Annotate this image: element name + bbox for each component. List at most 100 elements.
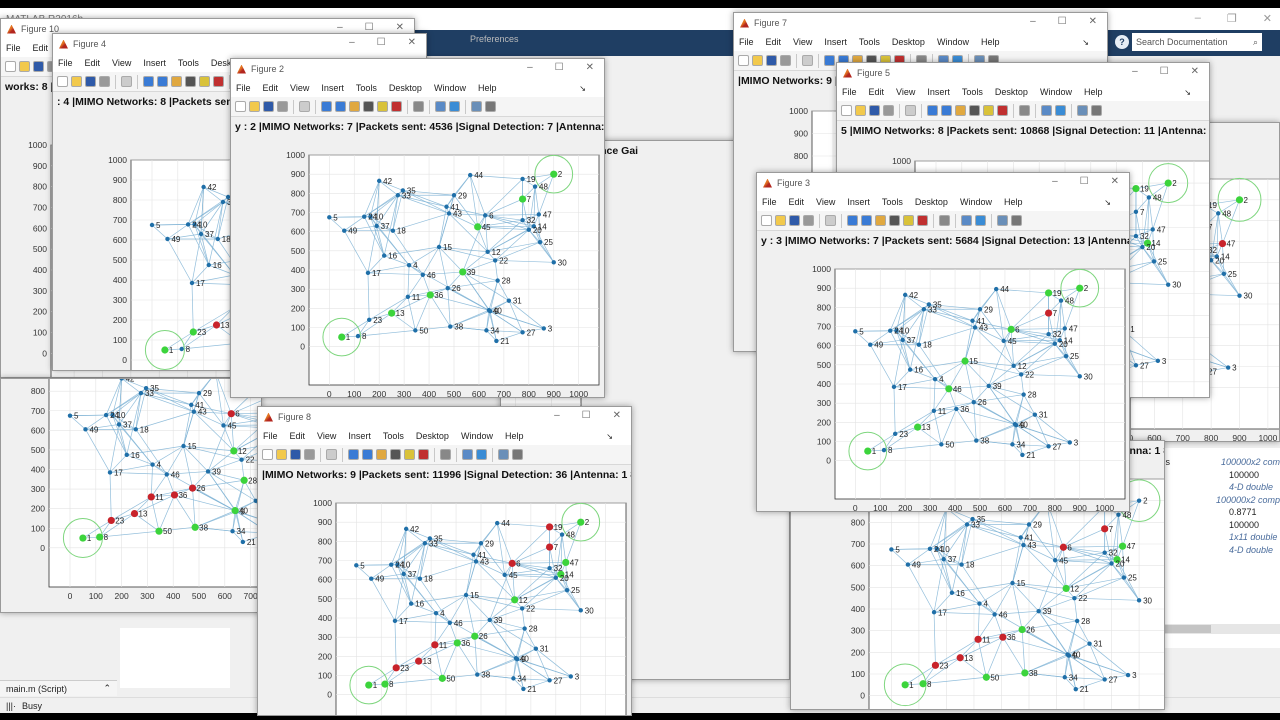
show-plot-tools-icon[interactable] bbox=[1091, 105, 1102, 116]
workspace-variable-row[interactable]: 0.8771 bbox=[1131, 506, 1280, 519]
colorbar-icon[interactable] bbox=[1041, 105, 1052, 116]
dock-icon[interactable]: ↘ bbox=[1082, 37, 1089, 47]
menu-item-view[interactable]: View bbox=[816, 197, 836, 207]
print-icon[interactable] bbox=[803, 215, 814, 226]
workspace-variable-row[interactable]: 1x11 double bbox=[1131, 531, 1280, 544]
menu-item-file[interactable]: File bbox=[739, 37, 754, 47]
brush-icon[interactable] bbox=[917, 215, 928, 226]
legend-icon[interactable] bbox=[975, 215, 986, 226]
zoom-out-icon[interactable] bbox=[941, 105, 952, 116]
minimize-button[interactable]: – bbox=[527, 62, 533, 73]
menu-item-file[interactable]: File bbox=[263, 431, 278, 441]
colorbar-icon[interactable] bbox=[462, 449, 473, 460]
save-icon[interactable] bbox=[766, 55, 777, 66]
hide-plot-tools-icon[interactable] bbox=[498, 449, 509, 460]
zoom-out-icon[interactable] bbox=[335, 101, 346, 112]
menu-item-help[interactable]: Help bbox=[1003, 197, 1023, 207]
close-button[interactable]: ✕ bbox=[1262, 13, 1272, 25]
save-icon[interactable] bbox=[869, 105, 880, 116]
menu-item-edit[interactable]: Edit bbox=[788, 197, 805, 207]
figure-titlebar[interactable]: Figure 7 – ☐ ✕ bbox=[734, 13, 1107, 33]
print-icon[interactable] bbox=[304, 449, 315, 460]
menu-item-tools[interactable]: Tools bbox=[382, 431, 404, 441]
close-button[interactable]: ✕ bbox=[612, 410, 621, 421]
figure-titlebar[interactable]: Figure 4 – ☐ ✕ bbox=[53, 34, 426, 54]
menu-item-help[interactable]: Help bbox=[1083, 87, 1103, 97]
workspace-horizontal-scrollbar[interactable] bbox=[1131, 624, 1280, 634]
brush-icon[interactable] bbox=[418, 449, 429, 460]
minimize-button[interactable]: – bbox=[1194, 12, 1201, 24]
save-icon[interactable] bbox=[290, 449, 301, 460]
link-icon[interactable] bbox=[1019, 105, 1030, 116]
menu-item-view[interactable]: View bbox=[317, 431, 337, 441]
menu-item-desktop[interactable]: Desktop bbox=[415, 431, 449, 441]
close-button[interactable]: ✕ bbox=[1190, 66, 1199, 77]
pan-icon[interactable] bbox=[376, 449, 387, 460]
restore-button[interactable]: ❐ bbox=[1226, 13, 1237, 25]
menu-item-view[interactable]: View bbox=[896, 87, 916, 97]
maximize-button[interactable]: ☐ bbox=[364, 22, 374, 33]
new-figure-icon[interactable] bbox=[57, 76, 68, 87]
maximize-button[interactable]: ☐ bbox=[554, 62, 564, 73]
zoom-in-icon[interactable] bbox=[348, 449, 359, 460]
figure-titlebar[interactable]: Figure 2 – ☐ ✕ bbox=[231, 59, 604, 79]
menu-item-insert[interactable]: Insert bbox=[321, 83, 344, 93]
hide-plot-tools-icon[interactable] bbox=[471, 101, 482, 112]
preferences-button[interactable]: Preferences bbox=[470, 34, 519, 44]
open-icon[interactable] bbox=[276, 449, 287, 460]
minimize-button[interactable]: – bbox=[337, 22, 343, 33]
print-icon[interactable] bbox=[99, 76, 110, 87]
menu-item-edit[interactable]: Edit bbox=[765, 37, 782, 47]
zoom-in-icon[interactable] bbox=[927, 105, 938, 116]
menu-item-tools[interactable]: Tools bbox=[961, 87, 983, 97]
print-icon[interactable] bbox=[277, 101, 288, 112]
hide-plot-tools-icon[interactable] bbox=[997, 215, 1008, 226]
figure-titlebar[interactable]: Figure 5 – ☐ ✕ bbox=[837, 63, 1209, 83]
open-icon[interactable] bbox=[855, 105, 866, 116]
save-icon[interactable] bbox=[85, 76, 96, 87]
minimize-button[interactable]: – bbox=[1030, 16, 1036, 27]
pointer-icon[interactable] bbox=[121, 76, 132, 87]
colorbar-icon[interactable] bbox=[435, 101, 446, 112]
dock-icon[interactable]: ↘ bbox=[1184, 87, 1191, 97]
menu-item-file[interactable]: File bbox=[762, 197, 777, 207]
zoom-out-icon[interactable] bbox=[362, 449, 373, 460]
network-plot-axes[interactable]: 0100200300400500600700800900100001002003… bbox=[306, 499, 632, 716]
menu-item-edit[interactable]: Edit bbox=[262, 83, 279, 93]
dock-icon[interactable]: ↘ bbox=[606, 431, 613, 441]
menu-item-file[interactable]: File bbox=[6, 43, 21, 53]
data-cursor-icon[interactable] bbox=[199, 76, 210, 87]
brush-icon[interactable] bbox=[213, 76, 224, 87]
menu-item-desktop[interactable]: Desktop bbox=[891, 37, 925, 47]
print-icon[interactable] bbox=[883, 105, 894, 116]
link-icon[interactable] bbox=[413, 101, 424, 112]
minimize-button[interactable]: – bbox=[554, 410, 560, 421]
save-icon[interactable] bbox=[33, 61, 44, 72]
close-button[interactable]: ✕ bbox=[407, 37, 416, 48]
new-figure-icon[interactable] bbox=[262, 449, 273, 460]
new-figure-icon[interactable] bbox=[235, 101, 246, 112]
dock-icon[interactable]: ↘ bbox=[579, 83, 586, 93]
pan-icon[interactable] bbox=[171, 76, 182, 87]
minimize-button[interactable]: – bbox=[1132, 66, 1138, 77]
pointer-icon[interactable] bbox=[299, 101, 310, 112]
close-button[interactable]: ✕ bbox=[395, 22, 404, 33]
new-figure-icon[interactable] bbox=[738, 55, 749, 66]
legend-icon[interactable] bbox=[449, 101, 460, 112]
figure-window-fig8[interactable]: Figure 8 – ☐ ✕ File Edit View Insert Tools Deskto… bbox=[257, 406, 632, 716]
dock-icon[interactable]: ↘ bbox=[1104, 197, 1111, 207]
show-plot-tools-icon[interactable] bbox=[485, 101, 496, 112]
brush-icon[interactable] bbox=[391, 101, 402, 112]
data-cursor-icon[interactable] bbox=[377, 101, 388, 112]
menu-item-window[interactable]: Window bbox=[936, 37, 969, 47]
legend-icon[interactable] bbox=[1055, 105, 1066, 116]
maximize-button[interactable]: ☐ bbox=[1079, 176, 1089, 187]
open-icon[interactable] bbox=[752, 55, 763, 66]
menu-item-file[interactable]: File bbox=[842, 87, 857, 97]
rotate-icon[interactable] bbox=[889, 215, 900, 226]
open-icon[interactable] bbox=[775, 215, 786, 226]
editor-tab-main-m[interactable]: main.m (Script) ⌃ bbox=[0, 680, 117, 696]
menu-item-edit[interactable]: Edit bbox=[289, 431, 306, 441]
menu-item-desktop[interactable]: Desktop bbox=[210, 58, 244, 68]
data-cursor-icon[interactable] bbox=[404, 449, 415, 460]
